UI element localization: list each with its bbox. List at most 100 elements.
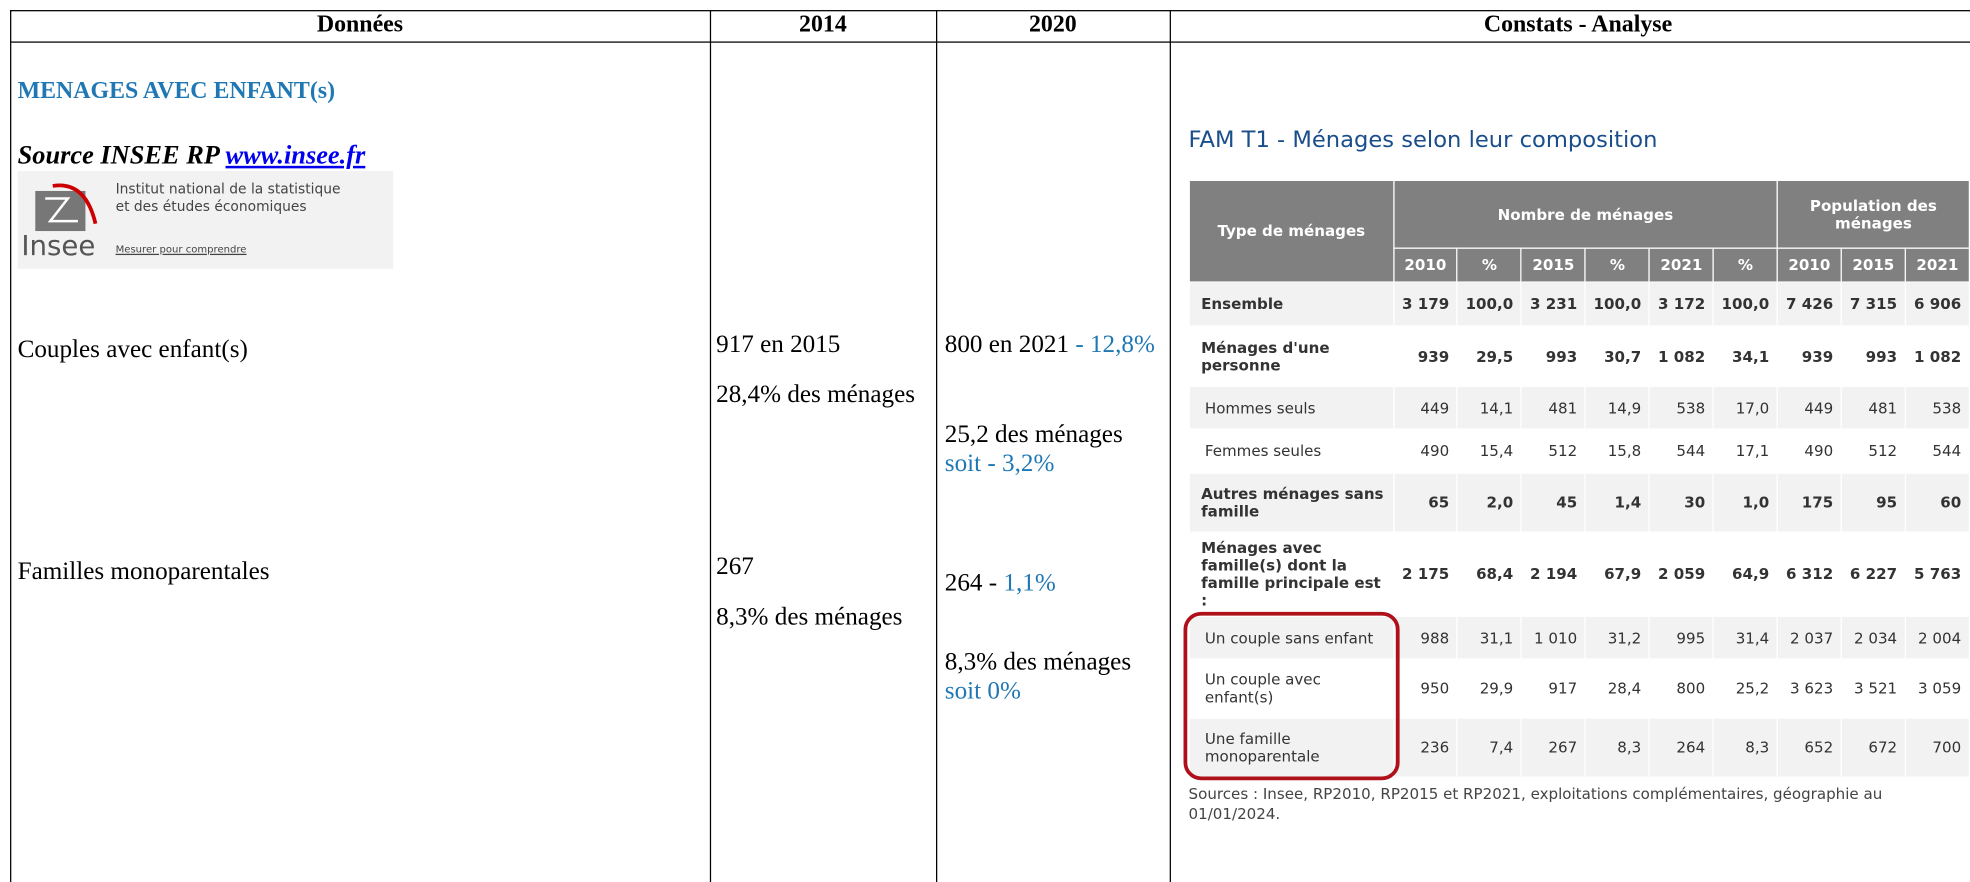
logo-tagline: Mesurer pour comprendre: [115, 243, 247, 256]
row-label: Femmes seules: [1188, 428, 1395, 474]
header-cell: Constats - Analyse: [1483, 11, 1673, 38]
cell-value: 6 312: [1776, 531, 1842, 617]
cell-value: 538: [1648, 385, 1714, 430]
cell-value: 3 521: [1840, 658, 1906, 719]
cell-value: 800: [1648, 658, 1714, 719]
cell-value: 544: [1648, 428, 1714, 474]
cell-value: 100,0: [1712, 281, 1779, 327]
cell-value: 14,9: [1584, 385, 1651, 430]
cell-value: 939: [1776, 325, 1842, 387]
year-header: 2021: [1904, 247, 1970, 283]
cell-value: 1 082: [1904, 325, 1970, 387]
year-header: 2021: [1648, 247, 1714, 283]
col-border: [1169, 10, 1171, 882]
header-cell: Données: [316, 11, 404, 38]
header-cell: 2020: [1028, 11, 1077, 38]
cell-value: 31,2: [1584, 615, 1651, 660]
cell-value: 988: [1392, 615, 1459, 660]
cell-value: 2 194: [1520, 531, 1587, 617]
cell-value: 29,9: [1456, 658, 1523, 719]
cell-value: 2,0: [1456, 472, 1523, 533]
count-change: - 12,8%: [1075, 330, 1155, 359]
cell-value: 2 175: [1392, 531, 1459, 617]
source-text: Source INSEE RP: [17, 139, 219, 170]
cell-value: 512: [1840, 428, 1906, 474]
count-2020: 800 en 2021 - 12,8%: [945, 330, 1161, 359]
table-row: Ménages avec famille(s) dont la famille …: [1188, 531, 1970, 617]
year-header: 2015: [1520, 247, 1587, 283]
cell-value: 917: [1520, 658, 1587, 719]
cell-value: 31,4: [1712, 615, 1779, 660]
logo-icon: [35, 183, 98, 232]
count-2014: 917 en 2015: [716, 330, 841, 359]
logo-line: Institut national de la statistique: [115, 180, 341, 198]
cell-value: 3 231: [1520, 281, 1587, 327]
cell-value: 175: [1776, 472, 1842, 533]
table-row: Femmes seules 490 15,4 512 15,8 544 17,1 490 512…: [1188, 428, 1970, 474]
cell-value: 993: [1520, 325, 1587, 387]
cell-value: 7 426: [1776, 281, 1842, 327]
cell-value: 95: [1840, 472, 1906, 533]
cell-value: 45: [1520, 472, 1587, 533]
cell-value: 267: [1520, 717, 1587, 778]
row-label: Ensemble: [1188, 281, 1395, 327]
cell-value: 236: [1392, 717, 1459, 778]
group-header: Nombre de ménages: [1392, 179, 1779, 249]
row-label: Ménages avec famille(s) dont la famille …: [1188, 531, 1395, 617]
insee-table: Type de ménages Nombre de ménages Populati…: [1188, 179, 1970, 778]
header-row: Type de ménages Nombre de ménages Populati…: [1188, 179, 1970, 283]
row-label: Ménages d'une personne: [1188, 325, 1395, 387]
logo-line: et des études économiques: [115, 198, 307, 215]
cell-value: 1,4: [1584, 472, 1651, 533]
cell-value: 993: [1840, 325, 1906, 387]
group-header: Type de ménages: [1188, 179, 1395, 283]
share-2014: 28,4% des ménages: [716, 380, 916, 409]
group-header: Population des ménages: [1776, 179, 1970, 249]
cell-value: 1 082: [1648, 325, 1714, 387]
cell-value: 3 623: [1776, 658, 1842, 719]
cell-value: 7,4: [1456, 717, 1523, 778]
cell-value: 264: [1648, 717, 1714, 778]
border-header: [10, 41, 1970, 43]
cell-value: 3 059: [1904, 658, 1970, 719]
cell-value: 490: [1392, 428, 1459, 474]
logo-name: Insee: [21, 231, 96, 263]
cell-value: 5 763: [1904, 531, 1970, 617]
cell-value: 544: [1904, 428, 1970, 474]
cell-value: 2 059: [1648, 531, 1714, 617]
cell-value: 17,1: [1712, 428, 1779, 474]
year-header: 2015: [1840, 247, 1906, 283]
source-link[interactable]: www.insee.fr: [225, 139, 366, 170]
row-label: Familles monoparentales: [17, 557, 270, 586]
share-2020: 8,3% des ménages soit 0%: [945, 648, 1161, 706]
share-value: 25,2 des ménages: [944, 420, 1123, 449]
row-label: Couples avec enfant(s): [17, 335, 248, 364]
cell-value: 995: [1648, 615, 1714, 660]
cell-value: 31,1: [1456, 615, 1523, 660]
cell-value: 29,5: [1456, 325, 1523, 387]
row-label: Hommes seuls: [1188, 385, 1395, 430]
cell-value: 1,0: [1712, 472, 1779, 533]
count-2020: 264 - 1,1%: [945, 569, 1161, 598]
cell-value: 481: [1840, 385, 1906, 430]
cell-value: 100,0: [1456, 281, 1523, 327]
col-border: [10, 10, 12, 882]
row-label: Autres ménages sans famille: [1188, 472, 1395, 533]
table-row: Une famille monoparentale 236 7,4 267 8,3 264…: [1188, 717, 1970, 778]
cell-value: 28,4: [1584, 658, 1651, 719]
cell-value: 1 010: [1520, 615, 1587, 660]
year-header: %: [1456, 247, 1523, 283]
col-border: [936, 10, 938, 882]
count-change: 1,1%: [1003, 569, 1056, 597]
section-title: MENAGES AVEC ENFANT(s): [17, 77, 336, 105]
cell-value: 481: [1520, 385, 1587, 430]
cell-value: 8,3: [1584, 717, 1651, 778]
cell-value: 672: [1840, 717, 1906, 778]
highlight-box: [1183, 611, 1400, 781]
cell-value: 939: [1392, 325, 1459, 387]
cell-value: 2 034: [1840, 615, 1906, 660]
year-header: %: [1712, 247, 1779, 283]
cell-value: 64,9: [1712, 531, 1779, 617]
